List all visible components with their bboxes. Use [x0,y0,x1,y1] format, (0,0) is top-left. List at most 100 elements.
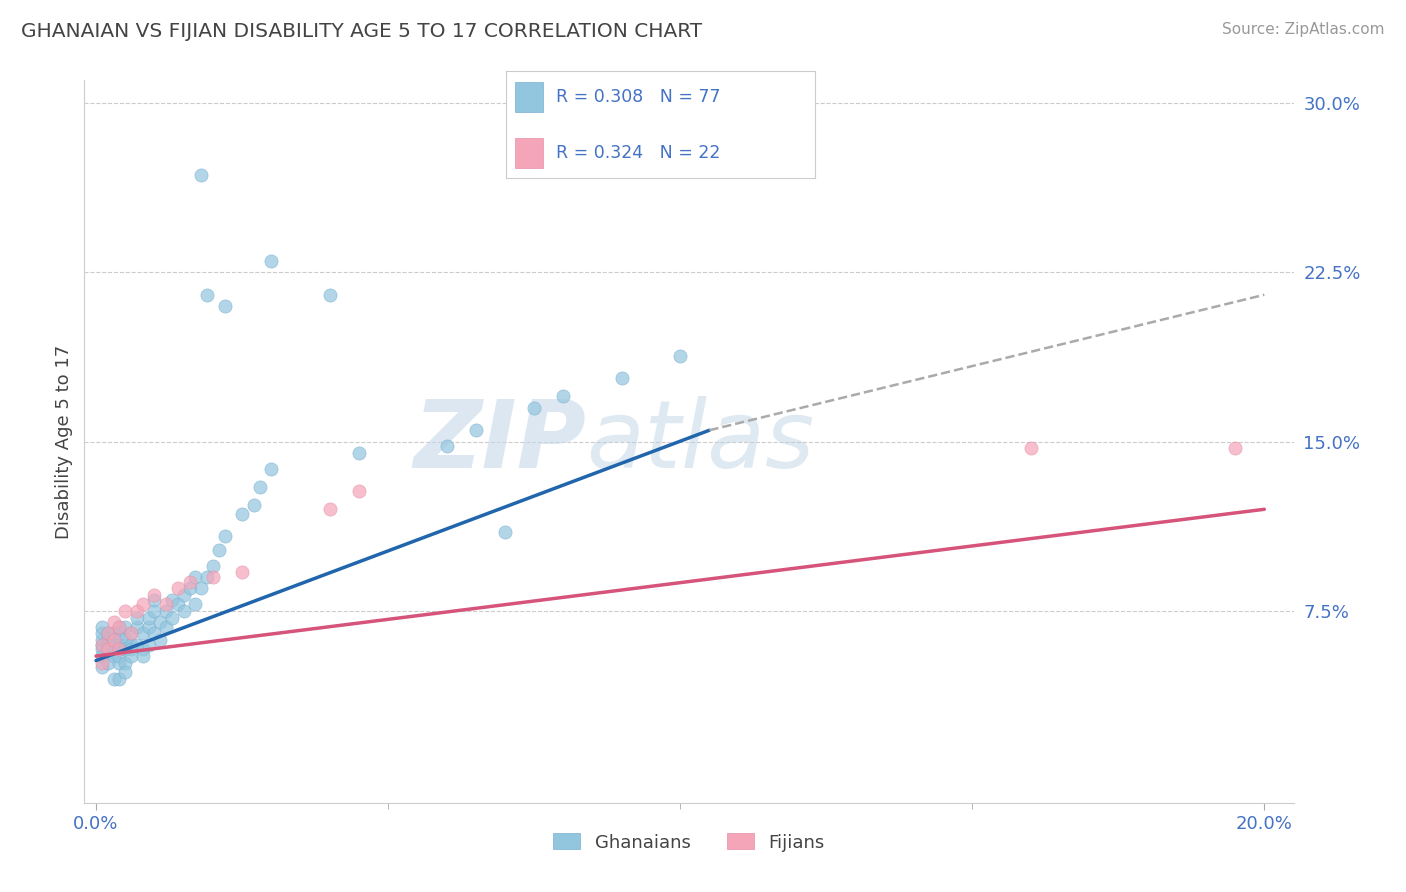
Point [108,642,131,657]
Point [108,672,131,686]
Point [114,633,136,648]
Point [120,626,142,640]
Point [90,660,112,674]
Point [97,638,120,652]
Point [610,371,633,385]
Point [103,633,125,648]
Point [120,638,142,652]
Point [97,644,120,658]
Point [195,570,218,584]
Point [132,597,155,611]
Point [108,648,131,663]
Point [103,626,125,640]
Text: R = 0.308   N = 77: R = 0.308 N = 77 [555,88,720,106]
Point [138,638,160,652]
Point [553,389,575,403]
Point [90,633,112,648]
Point [97,642,120,657]
Point [143,604,166,618]
Point [108,620,131,634]
Point [120,626,142,640]
Legend: Ghanaians, Fijians: Ghanaians, Fijians [546,826,832,859]
Point [160,610,183,624]
Point [97,626,120,640]
Y-axis label: Disability Age 5 to 17: Disability Age 5 to 17 [55,344,73,539]
Point [132,642,155,657]
Point [195,287,218,301]
Point [166,597,188,611]
Point [347,484,370,499]
Point [97,642,120,657]
Point [103,615,125,630]
Point [1019,442,1042,456]
Point [114,642,136,657]
Point [214,529,236,543]
Point [114,638,136,652]
Point [90,656,112,670]
Point [173,604,195,618]
Point [114,656,136,670]
Point [179,574,201,589]
Point [143,626,166,640]
Point [201,570,224,584]
Point [108,642,131,657]
Point [160,592,183,607]
Point [190,582,212,596]
Point [120,648,142,663]
Point [494,524,516,539]
Point [125,638,148,652]
Point [155,620,177,634]
Point [90,642,112,657]
Point [155,597,177,611]
Point [103,633,125,648]
Point [464,423,486,437]
Point [90,648,112,663]
Point [347,446,370,460]
Point [669,349,692,363]
Point [97,656,120,670]
Point [103,638,125,652]
Point [242,498,264,512]
Text: ZIP: ZIP [413,395,586,488]
Point [108,638,131,652]
Point [108,620,131,634]
Point [231,507,253,521]
Point [318,287,340,301]
Point [214,299,236,313]
Point [90,638,112,652]
Point [97,631,120,645]
Point [190,168,212,182]
Point [184,597,207,611]
Point [166,582,188,596]
Point [249,480,271,494]
Point [260,461,283,475]
Point [138,620,160,634]
Point [184,570,207,584]
Point [143,592,166,607]
Bar [516,82,543,112]
Text: Source: ZipAtlas.com: Source: ZipAtlas.com [1222,22,1385,37]
Point [97,626,120,640]
Point [179,582,201,596]
Point [149,633,172,648]
Text: GHANAIAN VS FIJIAN DISABILITY AGE 5 TO 17 CORRELATION CHART: GHANAIAN VS FIJIAN DISABILITY AGE 5 TO 1… [21,22,702,41]
Point [149,615,172,630]
Point [132,626,155,640]
Point [103,642,125,657]
Point [132,648,155,663]
Point [125,604,148,618]
Point [125,620,148,634]
Point [260,253,283,268]
Point [173,588,195,602]
Point [138,610,160,624]
Point [125,610,148,624]
Point [523,401,546,415]
Point [114,620,136,634]
Text: atlas: atlas [586,396,814,487]
Point [103,672,125,686]
Point [114,665,136,679]
Point [143,588,166,602]
Bar [516,137,543,168]
Point [436,439,458,453]
Point [108,626,131,640]
